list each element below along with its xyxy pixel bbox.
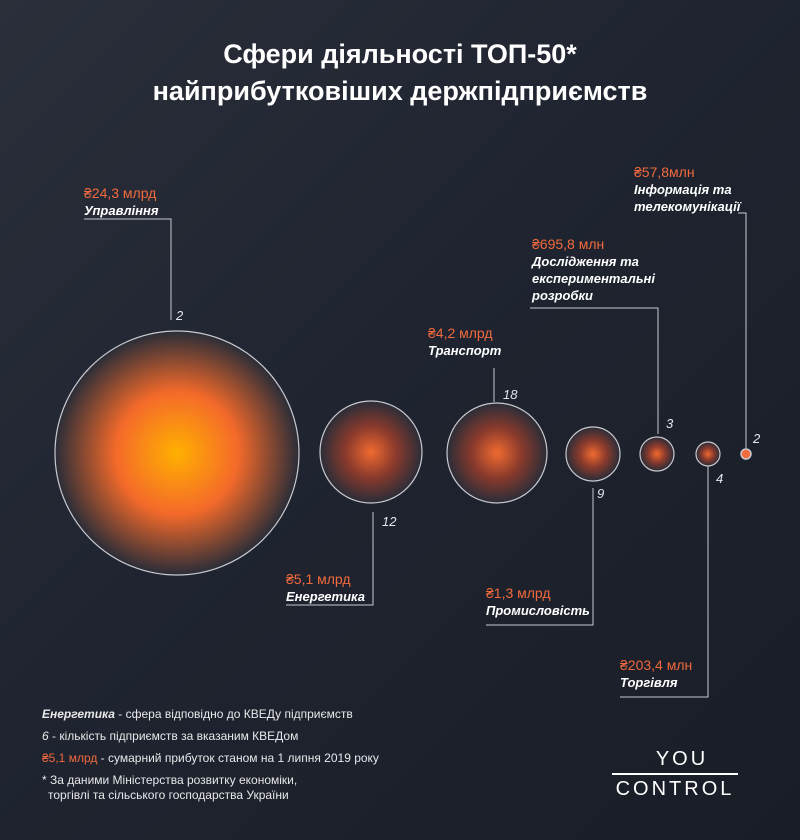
sector-4-bubble	[565, 426, 621, 482]
legend-sector-term: Енергетика	[42, 707, 115, 721]
sector-2-profit: ₴5,1 млрд	[286, 571, 351, 587]
sector-7-leader-line	[738, 212, 747, 448]
sector-3-bubble	[446, 402, 548, 504]
logo-line-2: CONTROL	[615, 778, 735, 800]
legend-value-desc: - сумарний прибуток станом на 1 липня 20…	[97, 751, 379, 765]
youcontrol-logo: YOU CONTROL	[612, 748, 738, 800]
sector-4-name: Промисловість	[486, 603, 590, 618]
sector-4-label: ₴1,3 млрд Промисловість	[486, 585, 590, 619]
sector-4-leader-line	[486, 488, 594, 626]
legend-count-desc: - кількість підприємств за вказаним КВЕД…	[48, 729, 299, 743]
legend-count-term: 6	[42, 729, 49, 743]
footnote-line-2: торгівлі та сільського господарства Укра…	[48, 788, 289, 802]
sector-6-label: ₴203,4 млн Торгівля	[620, 657, 692, 691]
sector-1-profit: ₴24,3 млрд	[84, 185, 157, 201]
sector-5-bubble	[639, 436, 675, 472]
sector-4-profit: ₴1,3 млрд	[486, 585, 551, 601]
sector-6-profit: ₴203,4 млн	[620, 657, 693, 673]
sector-7-bubble	[740, 448, 752, 460]
sector-3-label: ₴4,2 млрд Транспорт	[428, 325, 501, 359]
sector-2-leader-line	[286, 512, 374, 606]
sector-2-count: 12	[382, 514, 397, 529]
sector-3-profit: ₴4,2 млрд	[428, 325, 493, 341]
legend-sector-row: Енергетика - сфера відповідно до КВЕДу п…	[42, 707, 379, 722]
title-line-1: Сфери діяльності ТОП-50*	[223, 39, 577, 69]
legend-footnote: * За даними Міністерства розвитку економ…	[42, 773, 379, 803]
legend-value-term: ₴5,1 млрд	[42, 751, 98, 765]
sector-1-name: Управління	[84, 203, 159, 218]
sector-1-count: 2	[175, 308, 184, 323]
sector-6-bubble	[695, 441, 721, 467]
sector-1-bubble	[54, 330, 300, 576]
sector-5-name: Дослідження та експериментальні розробки	[532, 254, 656, 303]
sector-7-label: ₴57,8млн Інформація та телекомунікації	[634, 164, 740, 215]
logo-line-1: YOU	[655, 748, 709, 770]
sector-7-count: 2	[752, 431, 761, 446]
sector-1-leader-line	[84, 218, 172, 320]
legend-value-row: ₴5,1 млрд - сумарний прибуток станом на …	[42, 751, 379, 766]
sector-5-count: 3	[666, 416, 674, 431]
legend-sector-desc: - сфера відповідно до КВЕДу підприємств	[114, 707, 353, 721]
sector-7-name: Інформація та телекомунікації	[634, 182, 741, 214]
sector-3-count: 18	[503, 387, 518, 402]
legend-count-row: 6 - кількість підприємств за вказаним КВ…	[42, 729, 379, 744]
logo-divider	[612, 773, 738, 775]
sector-5-leader-line	[530, 307, 659, 434]
sector-6-count: 4	[716, 471, 723, 486]
sector-2-bubble	[319, 400, 423, 504]
sector-5-profit: ₴695,8 млн	[532, 236, 605, 252]
sector-2-label: ₴5,1 млрд Енергетика	[286, 571, 365, 605]
sector-3-name: Транспорт	[428, 343, 502, 358]
sector-6-leader-line	[620, 466, 709, 698]
sector-6-name: Торгівля	[620, 675, 678, 690]
title-line-2: найприбутковіших держпідприємств	[152, 76, 648, 106]
sector-1-label: ₴24,3 млрд Управління	[84, 185, 159, 219]
sector-2-name: Енергетика	[286, 589, 366, 604]
legend: Енергетика - сфера відповідно до КВЕДу п…	[42, 707, 379, 803]
page-title: Сфери діяльності ТОП-50* найприбутковіши…	[0, 36, 800, 110]
sector-7-profit: ₴57,8млн	[634, 164, 695, 180]
footnote-line-1: * За даними Міністерства розвитку економ…	[42, 773, 298, 787]
sector-5-label: ₴695,8 млн Дослідження та експериментальн…	[532, 236, 655, 304]
sector-4-count: 9	[597, 486, 604, 501]
